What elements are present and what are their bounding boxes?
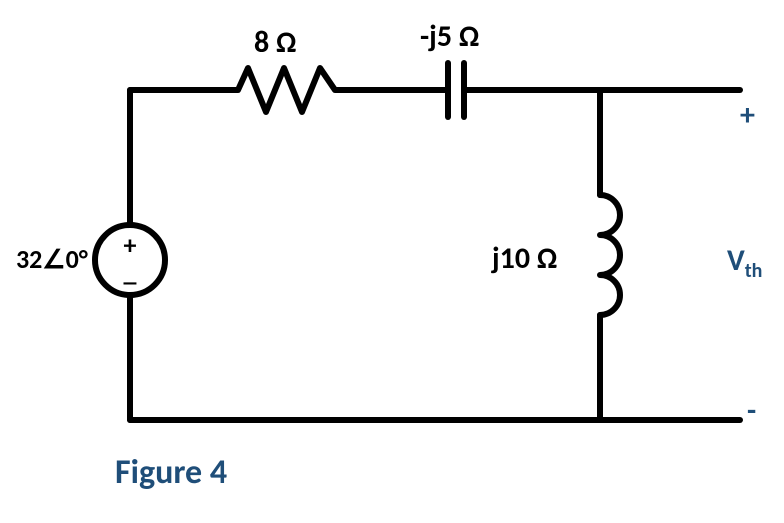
output-minus: - [747, 392, 756, 429]
circuit-svg: + _ [0, 0, 784, 523]
resistor-symbol [225, 68, 345, 112]
output-plus: + [740, 97, 755, 134]
figure-caption: Figure 4 [115, 452, 227, 493]
resistor-label: 8 Ω [254, 24, 296, 61]
source-label: 32∠0° [16, 243, 88, 275]
output-vth: Vth [727, 242, 762, 283]
circuit-canvas: + _ 32∠0° 8 Ω -j5 Ω j10 Ω + Vth - Figure… [0, 0, 784, 523]
inductor-label: j10 Ω [492, 240, 557, 277]
output-v: V [727, 242, 745, 279]
capacitor-label: -j5 Ω [420, 18, 479, 55]
source-minus: _ [124, 256, 137, 288]
inductor-symbol [600, 195, 620, 315]
output-sub: th [745, 259, 763, 283]
